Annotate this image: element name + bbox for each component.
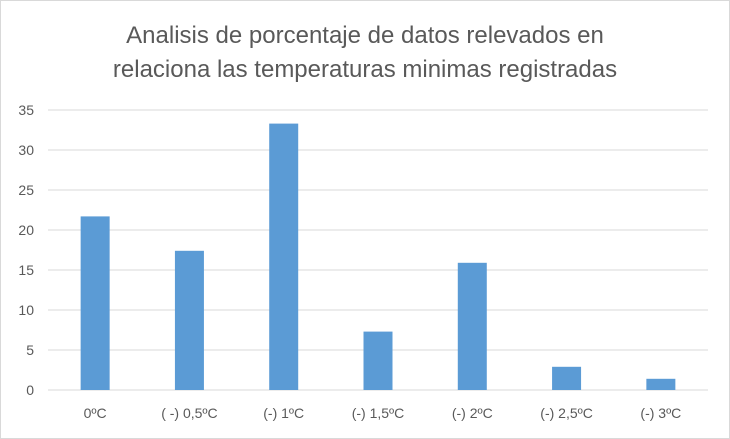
x-tick-label: (-) 2ºC [452, 405, 493, 421]
bar [646, 378, 676, 390]
y-tick-label: 5 [26, 342, 34, 358]
y-tick-label: 25 [18, 182, 34, 198]
y-tick-label: 20 [18, 222, 34, 238]
x-tick-label: (-) 3ºC [640, 405, 681, 421]
chart-title-line-1: Analisis de porcentaje de datos relevado… [126, 22, 604, 49]
x-tick-label: (-) 1,5ºC [352, 405, 405, 421]
bar [552, 366, 582, 390]
bar [174, 250, 204, 390]
x-tick-label: (-) 2,5ºC [540, 405, 593, 421]
x-tick-label: 0ºC [84, 405, 107, 421]
y-tick-label: 0 [26, 382, 34, 398]
x-tick-label: ( -) 0,5ºC [161, 405, 217, 421]
y-tick-label: 10 [18, 302, 34, 318]
bar [80, 216, 110, 390]
bar [457, 262, 487, 390]
chart-title: Analisis de porcentaje de datos relevado… [1, 19, 729, 87]
y-tick-label: 15 [18, 262, 34, 278]
y-tick-label: 35 [18, 102, 34, 118]
x-tick-label: (-) 1ºC [263, 405, 304, 421]
bar [269, 123, 299, 390]
chart-title-line-2: relaciona las temperaturas minimas regis… [112, 56, 618, 83]
bar [363, 331, 393, 390]
y-tick-label: 30 [18, 142, 34, 158]
